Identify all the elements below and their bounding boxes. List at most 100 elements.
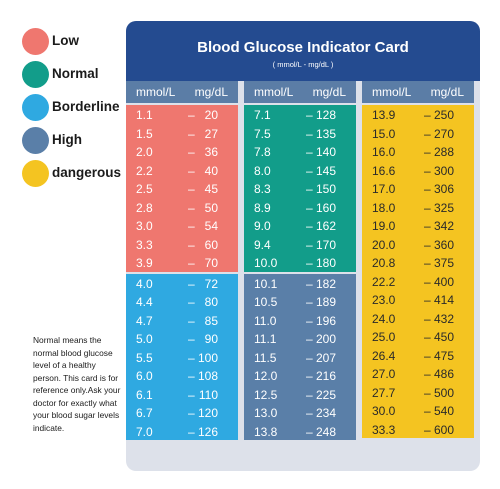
table-row: 12.0 –216 [244,366,356,385]
mmol-value: 27.0 [372,367,396,381]
mgdl-value: 306 [433,182,454,196]
column-header-mmol: mmol/L [136,85,176,99]
mgdl-value: 20 [204,108,218,122]
table-row: 1.5 –27 [126,124,238,143]
separator-dash: – [188,332,195,346]
separator-dash: – [424,145,431,159]
mgdl-value: 160 [315,200,336,215]
mmol-value: 7.8 [254,145,271,159]
mmol-value: 6.7 [136,406,153,420]
mgdl-value: 450 [433,330,454,344]
table-row: 15.0 –270 [362,124,474,143]
table-row: 6.0 –108 [126,366,238,385]
table-column: mmol/L mg/dL 13.9–250 15.0–270 16.0–288 16.6–… [362,81,474,471]
mgdl-value: 85 [204,313,218,328]
table-row: 24.0 –432 [362,309,474,328]
table-row: 9.4 –170 [244,235,356,254]
mgdl-value: 108 [197,369,218,383]
card-subtitle: ( mmol/L - mg/dL ) [272,60,334,69]
separator-dash: – [424,348,431,363]
table-row: 4.4 –80 [126,292,238,311]
mmol-value: 23.0 [372,293,396,307]
mgdl-value: 414 [433,293,454,307]
mgdl-value: 540 [433,404,454,418]
separator-dash: – [306,369,313,383]
separator-dash: – [306,424,313,439]
mmol-value: 27.7 [372,385,396,400]
mmol-value: 10.0 [254,256,278,270]
column-header: mmol/L mg/dL [244,81,356,103]
mgdl-value: 140 [315,145,336,159]
legend-swatch [22,61,49,88]
table-row: 13.9 –250 [362,105,474,124]
mmol-value: 11.5 [254,350,277,365]
separator-dash: – [424,219,431,233]
mgdl-value: 45 [204,182,218,196]
mgdl-value: 40 [204,163,218,178]
mmol-value: 7.0 [136,424,153,439]
table-row: 11.1 –200 [244,329,356,348]
separator-dash: – [306,200,313,215]
table-row: 27.0 –486 [362,364,474,383]
mgdl-value: 60 [204,237,218,252]
separator-dash: – [188,108,195,122]
mmol-value: 15.0 [372,126,396,141]
mmol-value: 13.9 [372,108,396,122]
table-row: 20.0 –360 [362,235,474,254]
column-header-mgdl: mg/dL [312,85,346,99]
table-row: 6.7 –120 [126,403,238,422]
mgdl-value: 360 [433,237,454,252]
column-header-mgdl: mg/dL [430,85,464,99]
table-row: 7.5 –135 [244,124,356,143]
mmol-value: 8.9 [254,200,271,215]
table-row: 7.0 –126 [126,422,238,441]
table-row: 11.0 –196 [244,311,356,330]
mmol-value: 26.4 [372,348,396,363]
column-header: mmol/L mg/dL [126,81,238,103]
table-row: 4.0 –72 [126,274,238,293]
mmol-value: 4.7 [136,313,153,328]
mmol-value: 2.2 [136,163,153,178]
mgdl-value: 600 [433,422,454,437]
mmol-value: 2.8 [136,200,153,215]
legend-swatch [22,28,49,55]
mmol-value: 1.5 [136,126,153,141]
separator-dash: – [188,276,195,291]
mmol-value: 2.0 [136,145,153,159]
table-row: 3.0 –54 [126,216,238,235]
separator-dash: – [424,293,431,307]
mmol-value: 5.0 [136,332,153,346]
table-row: 30.0 –540 [362,401,474,420]
table-row: 18.0 –325 [362,198,474,217]
mgdl-value: 72 [204,276,218,291]
separator-dash: – [424,200,431,215]
mgdl-value: 70 [204,256,218,270]
separator-dash: – [188,182,195,196]
mgdl-value: 100 [197,350,218,365]
table-row: 13.0 –234 [244,403,356,422]
mgdl-value: 486 [433,367,454,381]
mgdl-value: 225 [315,387,336,402]
mmol-value: 7.5 [254,126,271,141]
mmol-value: 7.1 [254,108,271,122]
separator-dash: – [424,126,431,141]
mmol-value: 30.0 [372,404,396,418]
card-title: Blood Glucose Indicator Card [197,39,409,56]
table-row: 8.9 –160 [244,198,356,217]
mgdl-value: 180 [315,256,336,270]
mgdl-value: 27 [204,126,218,141]
legend-label: High [52,132,82,147]
legend-swatch [22,127,49,154]
separator-dash: – [306,313,313,328]
mmol-value: 3.9 [136,256,153,270]
mgdl-value: 475 [433,348,454,363]
mmol-value: 19.0 [372,219,396,233]
mmol-value: 11.0 [254,313,277,328]
mgdl-value: 300 [433,163,454,178]
table-row: 20.8 –375 [362,253,474,272]
table-row: 3.9 –70 [126,253,238,272]
mgdl-value: 110 [198,387,218,402]
mmol-value: 8.3 [254,182,271,196]
separator-dash: – [424,256,431,270]
mmol-value: 13.8 [254,424,278,439]
